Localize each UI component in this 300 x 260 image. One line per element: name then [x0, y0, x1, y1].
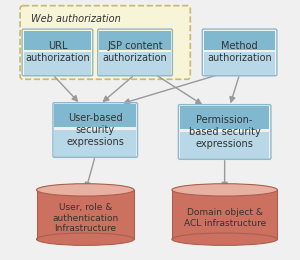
Bar — [180, 132, 269, 160]
Bar — [204, 30, 275, 50]
Bar — [24, 30, 91, 50]
Text: Permission-
based security
expressions: Permission- based security expressions — [189, 115, 260, 149]
Ellipse shape — [37, 184, 134, 196]
Bar — [24, 53, 91, 76]
FancyBboxPatch shape — [20, 6, 190, 79]
Text: User-based
security
expressions: User-based security expressions — [66, 113, 124, 147]
Polygon shape — [172, 190, 278, 239]
Text: JSP content
authorization: JSP content authorization — [103, 41, 167, 63]
Text: User, role &
authentication
Infrastructure: User, role & authentication Infrastructu… — [52, 203, 118, 233]
Text: Method
authorization: Method authorization — [207, 41, 272, 63]
Bar — [99, 30, 171, 50]
Bar — [180, 106, 269, 129]
Ellipse shape — [37, 233, 134, 245]
Text: Domain object &
ACL infrastructure: Domain object & ACL infrastructure — [184, 208, 266, 228]
Bar — [54, 130, 136, 158]
Text: URL
authorization: URL authorization — [25, 41, 90, 63]
Text: Web authorization: Web authorization — [31, 14, 121, 24]
Ellipse shape — [172, 184, 278, 196]
Bar — [204, 53, 275, 76]
Polygon shape — [37, 190, 134, 239]
Bar — [99, 53, 171, 76]
Bar — [54, 104, 136, 127]
Ellipse shape — [172, 233, 278, 245]
